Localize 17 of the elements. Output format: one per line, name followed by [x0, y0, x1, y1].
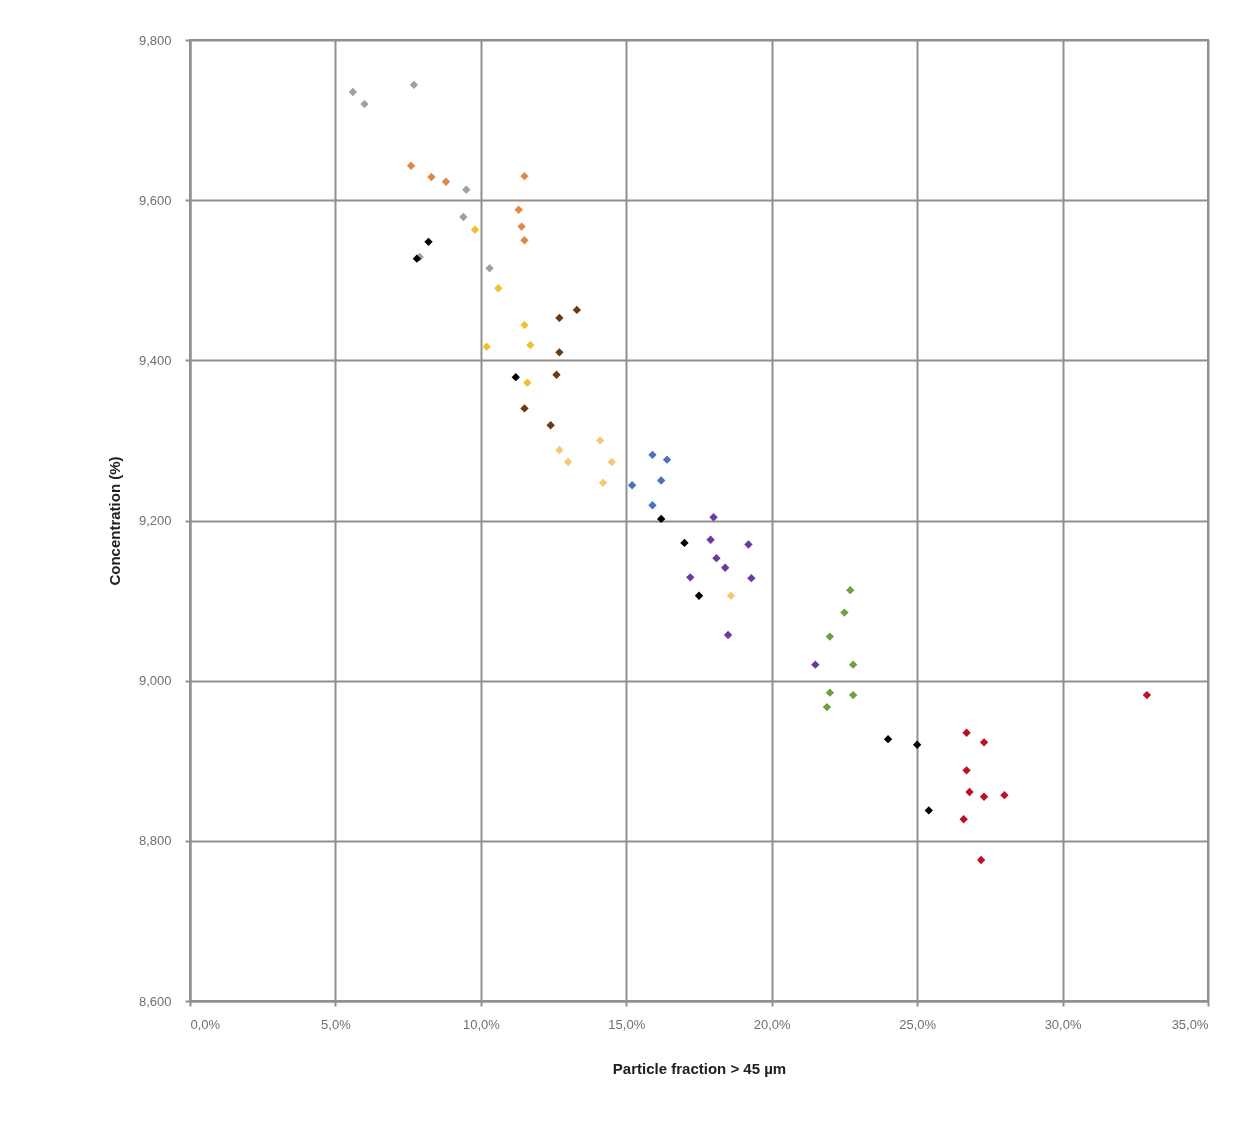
x-tick-label: 30,0% [1044, 1016, 1082, 1032]
y-tick-label: 9,000 [138, 673, 172, 689]
y-tick-label: 9,200 [138, 513, 172, 528]
y-tick-label: 9,800 [138, 32, 172, 48]
x-tick-label: 35,0% [1171, 1016, 1209, 1032]
y-axis-title: Concentration (%) [105, 456, 123, 586]
x-tick-label: 20,0% [753, 1016, 792, 1032]
x-axis-title: Particle fraction > 45 µm [612, 1059, 787, 1077]
x-tick-label: 5,0% [321, 1016, 352, 1032]
x-tick-label: 25,0% [899, 1016, 937, 1032]
y-tick-label: 9,400 [138, 352, 172, 368]
y-tick-label: 8,800 [138, 833, 172, 849]
x-tick-label: 10,0% [462, 1016, 501, 1032]
x-tick-label: 15,0% [608, 1016, 646, 1032]
y-tick-label: 8,600 [138, 993, 172, 1009]
y-tick-label: 9,600 [138, 192, 172, 208]
x-tick-label: 0,0% [190, 1016, 221, 1032]
